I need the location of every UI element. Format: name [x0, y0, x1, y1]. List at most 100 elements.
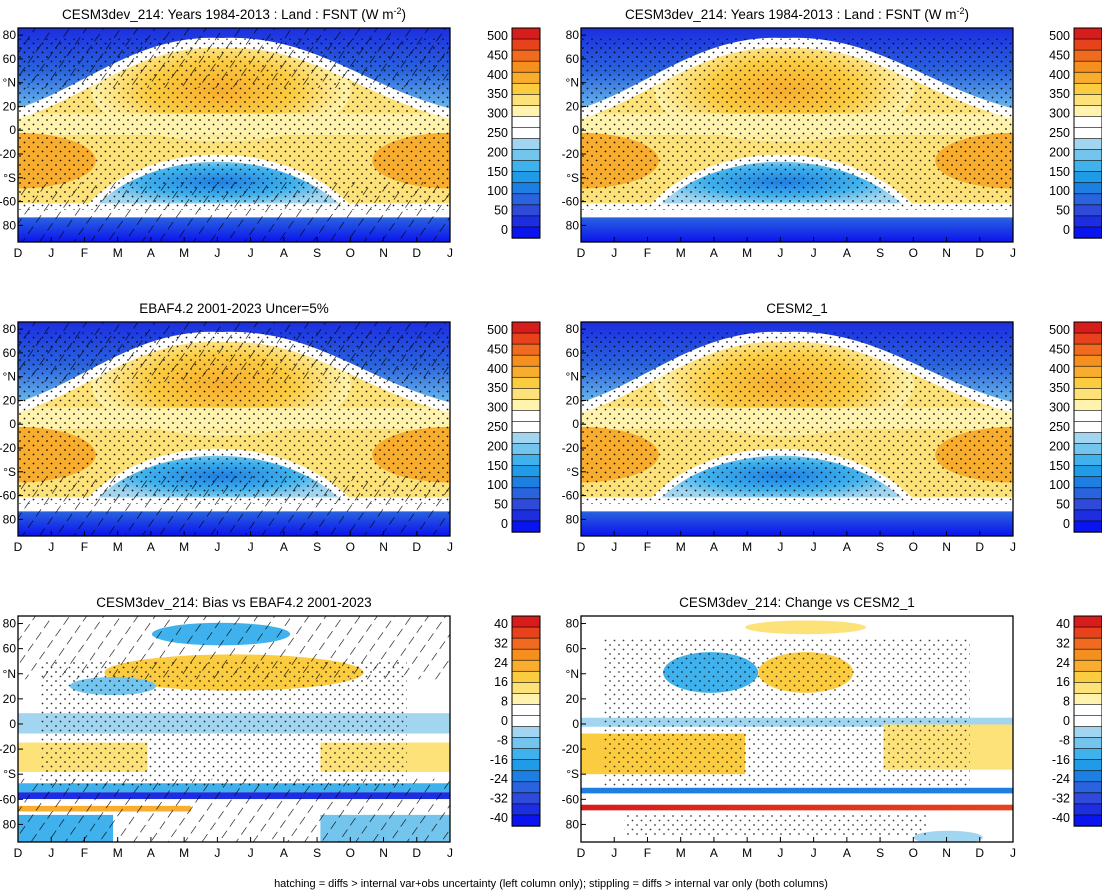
plot-frame	[17, 27, 451, 243]
colorbar-swatch	[511, 520, 541, 533]
y-tick-label: 80	[566, 617, 580, 631]
colorbar-frame	[1073, 615, 1102, 827]
y-tick-label: 80	[566, 28, 580, 42]
plot-frame	[17, 615, 451, 843]
panel-title: CESM2_1	[766, 301, 828, 316]
plot-frame	[580, 321, 1014, 537]
panel-title: CESM3dev_214: Change vs CESM2_1	[679, 595, 915, 610]
y-tick-label: 80	[3, 817, 17, 831]
x-tick-label: F	[81, 846, 88, 860]
colorbar-swatch	[511, 465, 541, 478]
colorbar-label: 0	[1063, 223, 1070, 237]
colorbar-label: 200	[1049, 439, 1070, 453]
panel-5: CESM3dev_214: Bias vs EBAF4.2 2001-2023 8…	[0, 595, 541, 860]
x-tick-label: S	[876, 246, 884, 260]
colorbar-swatch	[1073, 321, 1102, 334]
colorbar-swatch	[1073, 116, 1102, 129]
x-tick-label: O	[909, 246, 918, 260]
colorbar-swatch	[511, 715, 541, 728]
colorbar-label: 250	[487, 126, 508, 140]
y-tick-label: 80	[566, 218, 580, 232]
y-tick-label: 20	[3, 99, 17, 113]
colorbar-swatch	[511, 105, 541, 118]
colorbar-label: 400	[1049, 362, 1070, 376]
panel-title-main: CESM3dev_214: Change vs CESM2_1	[679, 595, 915, 610]
colorbar-swatch	[511, 182, 541, 195]
colorbar-swatch	[511, 759, 541, 772]
y-tick-label: °N	[3, 667, 16, 681]
colorbar-frame	[511, 27, 541, 239]
stippling	[581, 38, 1013, 210]
colorbar-swatch	[1073, 637, 1102, 650]
colorbar-label: 24	[494, 656, 508, 670]
x-tick-label: D	[412, 846, 421, 860]
y-tick-label: 20	[566, 393, 580, 407]
colorbar-swatch	[511, 737, 541, 750]
x-tick-label: J	[611, 246, 617, 260]
colorbar-swatch	[511, 388, 541, 401]
colorbar-label: 150	[1049, 165, 1070, 179]
plot-area	[18, 28, 450, 242]
colorbar-swatch	[1073, 38, 1102, 51]
x-tick-label: D	[412, 246, 421, 260]
y-tick-label: °N	[566, 370, 579, 384]
colorbar-label: 16	[1056, 675, 1070, 689]
colorbar-swatch	[1073, 215, 1102, 228]
y-tick-label: -20	[562, 441, 580, 455]
x-tick-label: N	[379, 540, 388, 554]
colorbar-label: 350	[1049, 87, 1070, 101]
colorbar-label: -24	[1052, 772, 1070, 786]
x-tick-label: F	[644, 246, 651, 260]
x-tick-label: A	[710, 540, 718, 554]
y-tick-label: -20	[0, 441, 16, 455]
colorbar-swatch	[511, 204, 541, 217]
colorbar-label: 450	[487, 342, 508, 356]
colorbar-swatch	[1073, 60, 1102, 73]
y-tick-label: 80	[3, 218, 17, 232]
x-tick-label: M	[179, 246, 189, 260]
y-tick-label: -60	[562, 489, 580, 503]
colorbar-swatch	[511, 704, 541, 717]
y-tick-label: °S	[566, 171, 579, 185]
colorbar-swatch	[511, 814, 541, 827]
y-tick-label: -60	[0, 792, 16, 806]
y-tick-label: 0	[9, 717, 16, 731]
y-tick-label: 60	[566, 642, 580, 656]
x-tick-label: N	[942, 540, 951, 554]
x-tick-label: M	[676, 540, 686, 554]
x-tick-label: A	[710, 246, 718, 260]
colorbar-swatch	[1073, 814, 1102, 827]
colorbar-swatch	[1073, 759, 1102, 772]
plot-area	[18, 322, 450, 536]
colorbar-swatch	[1073, 171, 1102, 184]
colorbar-swatch	[511, 149, 541, 162]
hatching-south	[18, 476, 450, 536]
x-tick-label: M	[113, 846, 123, 860]
x-tick-label: S	[876, 540, 884, 554]
colorbar-swatch	[1073, 792, 1102, 805]
y-tick-label: °N	[3, 370, 16, 384]
x-tick-label: O	[909, 540, 918, 554]
x-tick-label: J	[811, 246, 817, 260]
colorbar-label: 100	[1049, 478, 1070, 492]
colorbar-swatch	[511, 399, 541, 412]
colorbar-label: 500	[1049, 29, 1070, 43]
colorbar-label: -16	[1052, 753, 1070, 767]
x-tick-label: J	[214, 846, 220, 860]
colorbar-swatch	[511, 498, 541, 511]
plot-area	[581, 616, 1013, 842]
colorbar-swatch	[1073, 520, 1102, 533]
y-tick-label: 20	[566, 99, 580, 113]
colorbar-swatch	[1073, 71, 1102, 84]
colorbar-swatch	[511, 637, 541, 650]
y-tick-label: °N	[566, 76, 579, 90]
field-antarctic	[581, 217, 1013, 242]
x-tick-label: A	[280, 246, 288, 260]
colorbar-label: 100	[487, 184, 508, 198]
colorbar-swatch	[1073, 226, 1102, 239]
colorbar-swatch	[511, 160, 541, 173]
colorbar-swatch	[1073, 770, 1102, 783]
change-arctic-warm	[745, 620, 867, 635]
colorbar-frame	[511, 321, 541, 533]
